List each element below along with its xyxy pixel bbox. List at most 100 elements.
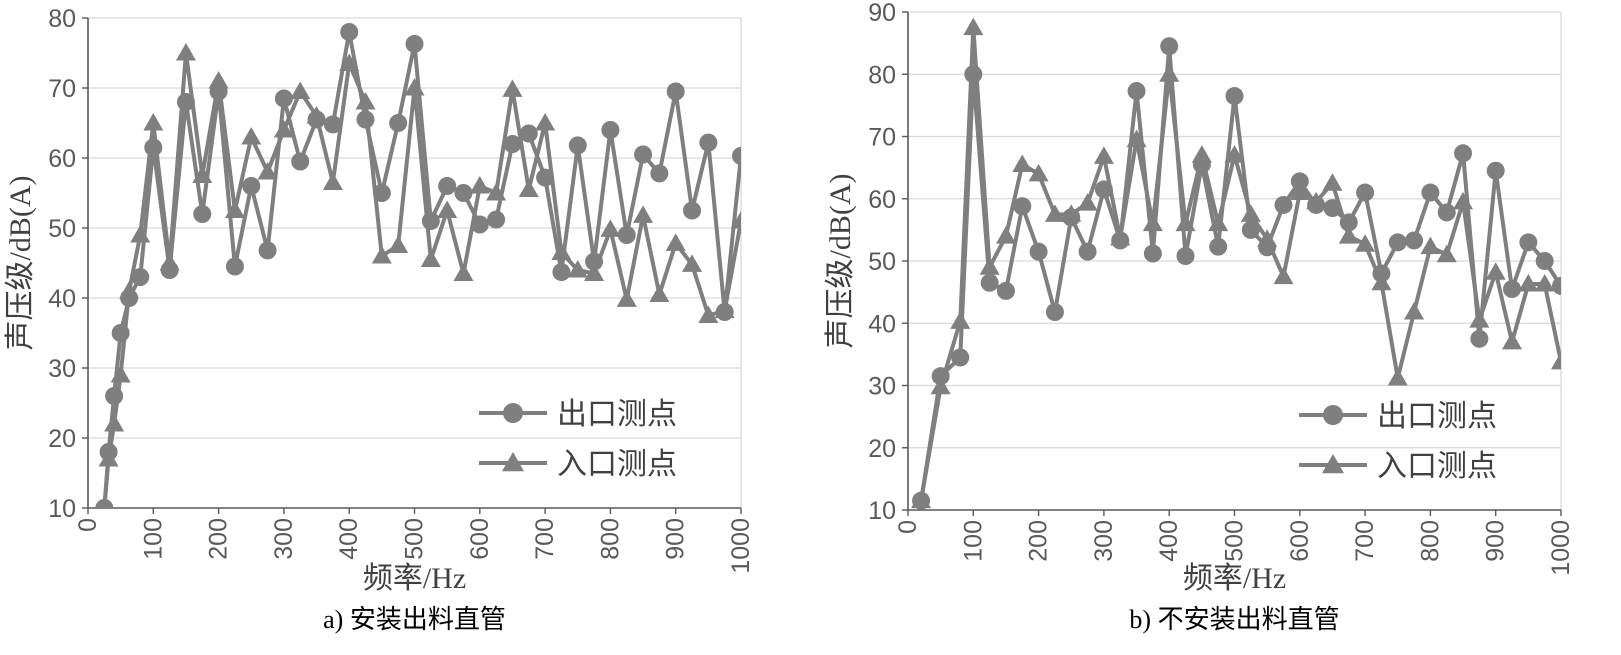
data-point bbox=[1290, 172, 1309, 191]
x-tick-label: 700 bbox=[531, 518, 559, 560]
data-point bbox=[1306, 191, 1327, 210]
data-point bbox=[1470, 329, 1489, 348]
data-point bbox=[616, 289, 637, 307]
data-point bbox=[1552, 276, 1561, 295]
data-point bbox=[1503, 280, 1522, 299]
data-point bbox=[1551, 351, 1561, 370]
data-point bbox=[1142, 213, 1163, 232]
data-point bbox=[568, 136, 587, 155]
x-tick-label: 500 bbox=[401, 518, 429, 560]
data-point bbox=[682, 254, 703, 272]
y-tick-label: 80 bbox=[868, 61, 896, 89]
data-point bbox=[1519, 233, 1538, 252]
y-tick-label: 50 bbox=[868, 248, 896, 276]
data-point bbox=[666, 82, 685, 101]
y-tick-label: 30 bbox=[48, 355, 76, 383]
data-point bbox=[996, 281, 1015, 300]
x-tick-label: 100 bbox=[959, 520, 987, 562]
data-point bbox=[930, 376, 951, 395]
x-tick-label: 1000 bbox=[1547, 520, 1575, 576]
legend-label: 入口测点 bbox=[557, 448, 677, 481]
data-point bbox=[1013, 197, 1032, 216]
x-tick-label: 900 bbox=[1482, 520, 1510, 562]
data-point bbox=[453, 263, 474, 281]
y-tick-label: 60 bbox=[48, 145, 76, 173]
data-point bbox=[1355, 234, 1376, 252]
legend-label: 出口测点 bbox=[557, 398, 677, 431]
data-point bbox=[486, 183, 507, 201]
data-point bbox=[1404, 302, 1425, 320]
data-point bbox=[911, 490, 932, 509]
x-tick-label: 700 bbox=[1351, 520, 1379, 562]
data-point bbox=[1469, 310, 1490, 328]
data-point bbox=[1535, 252, 1554, 270]
data-point bbox=[1437, 203, 1456, 222]
data-point bbox=[1356, 183, 1375, 202]
data-point bbox=[1502, 331, 1523, 350]
data-point bbox=[119, 281, 140, 299]
y-tick-label: 40 bbox=[48, 285, 76, 313]
data-point bbox=[584, 263, 605, 281]
data-point bbox=[322, 172, 343, 190]
data-point bbox=[104, 414, 125, 432]
data-point bbox=[98, 449, 119, 467]
x-tick-label: 200 bbox=[205, 518, 233, 560]
x-tick-label: 100 bbox=[139, 518, 167, 560]
data-point bbox=[551, 242, 572, 260]
data-point bbox=[1208, 213, 1229, 232]
data-point bbox=[995, 226, 1016, 244]
legend-marker-triangle bbox=[1322, 454, 1344, 474]
data-point bbox=[552, 263, 571, 282]
data-point bbox=[567, 260, 588, 278]
data-point bbox=[617, 226, 636, 244]
data-point bbox=[1241, 220, 1260, 239]
data-point bbox=[1126, 129, 1147, 148]
data-point bbox=[258, 241, 277, 260]
data-point bbox=[979, 257, 1000, 275]
data-point bbox=[600, 219, 621, 237]
data-point bbox=[1127, 82, 1146, 101]
data-point bbox=[404, 78, 425, 96]
data-point bbox=[437, 200, 458, 218]
data-point bbox=[714, 300, 735, 319]
data-point bbox=[159, 253, 180, 271]
data-point bbox=[225, 257, 244, 276]
data-point bbox=[1338, 226, 1359, 244]
data-point bbox=[130, 225, 151, 243]
data-point bbox=[1289, 182, 1310, 201]
figure-caption: b) 不安装出料直管 bbox=[1129, 605, 1339, 634]
x-tick-label: 600 bbox=[466, 518, 494, 560]
data-point bbox=[1160, 37, 1179, 56]
y-tick-label: 50 bbox=[48, 215, 76, 243]
y-axis-title: 声压级/dB(A) bbox=[824, 174, 857, 349]
data-point bbox=[699, 133, 718, 152]
data-point bbox=[193, 205, 212, 223]
data-point bbox=[980, 273, 999, 292]
data-point bbox=[951, 348, 970, 367]
data-point bbox=[421, 212, 440, 230]
data-point bbox=[732, 146, 741, 165]
y-tick-label: 90 bbox=[868, 0, 896, 27]
data-point bbox=[503, 135, 522, 153]
x-tick-label: 0 bbox=[74, 518, 102, 532]
data-point bbox=[98, 498, 111, 508]
data-point bbox=[306, 106, 327, 124]
data-point bbox=[339, 53, 360, 71]
series-2 bbox=[911, 17, 1561, 509]
data-point bbox=[518, 179, 539, 197]
data-point bbox=[1486, 161, 1505, 180]
data-point bbox=[273, 120, 294, 138]
data-point bbox=[175, 43, 196, 61]
data-point bbox=[1143, 244, 1162, 263]
y-tick-label: 10 bbox=[48, 495, 76, 523]
data-point bbox=[420, 249, 441, 267]
data-point bbox=[1322, 173, 1343, 191]
data-point bbox=[355, 92, 376, 110]
data-point bbox=[649, 284, 670, 302]
x-tick-label: 400 bbox=[1155, 520, 1183, 562]
data-point bbox=[340, 23, 359, 41]
